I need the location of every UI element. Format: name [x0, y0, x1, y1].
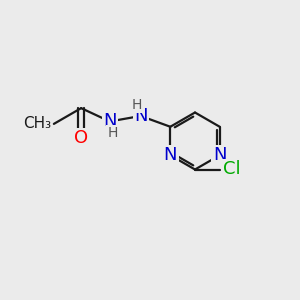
- Text: O: O: [74, 129, 88, 147]
- Text: H: H: [132, 98, 142, 112]
- Text: N: N: [103, 112, 116, 130]
- Text: N: N: [213, 146, 226, 164]
- Text: CH₃: CH₃: [23, 116, 51, 131]
- Text: N: N: [134, 107, 148, 125]
- Text: Cl: Cl: [223, 160, 240, 178]
- Text: N: N: [164, 146, 177, 164]
- Text: H: H: [107, 126, 118, 140]
